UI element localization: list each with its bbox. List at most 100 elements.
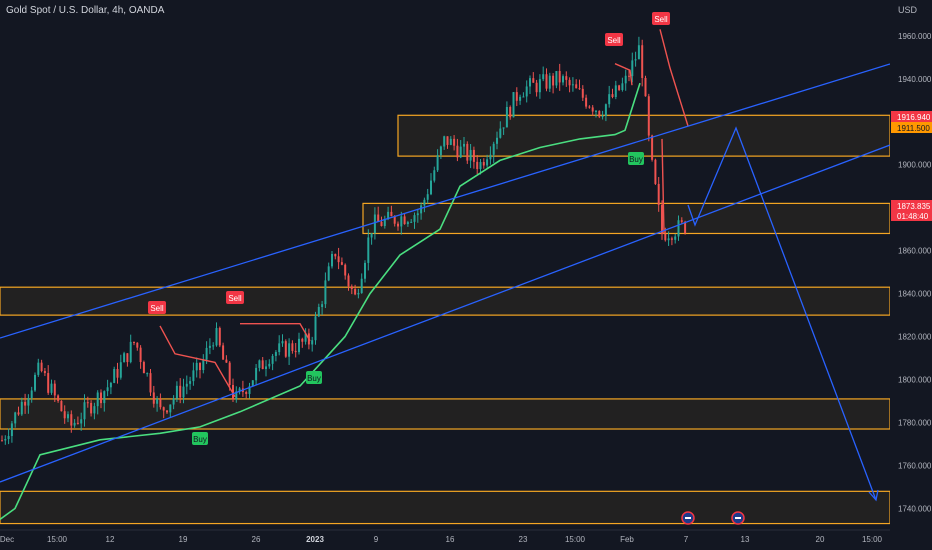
candle-body xyxy=(492,143,495,155)
x-axis[interactable]: Dec 15:00 12 19 26 2023 9 16 23 15:00 Feb 7 13 20 15:0… xyxy=(0,529,890,544)
sell-signal-label: Sell xyxy=(150,304,164,313)
candle-body xyxy=(208,345,211,348)
candle-body xyxy=(568,79,571,86)
candle-body xyxy=(317,307,320,317)
candle-body xyxy=(133,341,135,343)
candle-body xyxy=(255,367,258,381)
candle-body xyxy=(222,345,225,360)
sell-signal-badge xyxy=(605,33,623,46)
candle-body xyxy=(162,407,165,411)
candle-body xyxy=(152,392,155,404)
candle-body xyxy=(364,262,366,279)
candle-body xyxy=(476,161,479,170)
candle-body xyxy=(199,362,201,370)
upper-trendline xyxy=(0,63,891,339)
candle-body xyxy=(433,170,436,181)
candle-body xyxy=(14,412,17,424)
y-tick-label: 1820.000 xyxy=(898,333,932,342)
zone-2 xyxy=(0,286,891,316)
buy-signal-label: Buy xyxy=(629,155,643,164)
us-event-flag-icon-stripe xyxy=(735,517,741,519)
candle-body xyxy=(525,86,528,97)
candle-body xyxy=(76,422,79,424)
candle-body xyxy=(439,146,442,156)
candle-body xyxy=(146,373,149,375)
price-tag-label: 01:48:40 xyxy=(897,212,929,221)
y-tick-label: 1940.000 xyxy=(898,75,932,84)
sell-signal-badge xyxy=(652,12,670,25)
candle-body xyxy=(284,341,287,357)
candle-body xyxy=(60,400,63,412)
supertrend-up-line xyxy=(0,82,641,520)
price-tag-label: 1916.940 xyxy=(897,113,931,122)
candle-body xyxy=(667,238,670,241)
supertrend-layer xyxy=(0,29,689,520)
candle-body xyxy=(189,381,192,384)
candle-body xyxy=(423,199,426,206)
candle-body xyxy=(466,143,469,161)
candle-body xyxy=(311,340,314,345)
candle-body xyxy=(387,211,390,219)
candle-body xyxy=(136,342,139,348)
candle-body xyxy=(624,75,627,84)
buy-signal-label: Buy xyxy=(193,435,207,444)
candle-body xyxy=(182,386,185,398)
y-tick-label: 1840.000 xyxy=(898,290,932,299)
candle-body xyxy=(558,71,561,83)
y-tick-label: 1900.000 xyxy=(898,161,932,170)
candle-body xyxy=(354,289,357,295)
lower-trendline xyxy=(0,144,891,483)
candle-body xyxy=(670,238,673,240)
candle-body xyxy=(611,94,614,97)
candle-body xyxy=(522,96,525,98)
candle-body xyxy=(489,154,492,160)
price-tag xyxy=(891,111,932,122)
event-markers[interactable] xyxy=(681,511,745,525)
candle-body xyxy=(47,373,50,393)
candle-body xyxy=(129,341,132,363)
candle-body xyxy=(20,401,23,415)
candle-body xyxy=(258,360,261,368)
candle-body xyxy=(446,136,449,145)
candle-body xyxy=(637,45,640,60)
candle-body xyxy=(304,333,307,342)
candle-body xyxy=(218,327,221,346)
projection-path xyxy=(687,126,877,501)
x-tick-label: Dec xyxy=(0,535,14,544)
candle-body xyxy=(571,84,574,86)
candle-body xyxy=(684,221,687,234)
candle-body xyxy=(496,137,498,144)
signals-layer: Sell Sell Sell Sell Buy Buy Buy xyxy=(148,12,670,445)
candle-body xyxy=(499,128,502,138)
y-axis[interactable]: 1740.000 1760.000 1780.000 1800.000 1820.000… xyxy=(890,0,932,550)
candle-body xyxy=(509,107,512,118)
candle-body xyxy=(109,382,112,388)
candle-body xyxy=(172,398,175,405)
candle-body xyxy=(294,350,297,353)
candle-body xyxy=(535,82,538,93)
candle-body xyxy=(347,275,350,287)
candle-body xyxy=(100,392,102,404)
x-tick-label: 15:00 xyxy=(47,535,68,544)
projection-arrowhead xyxy=(868,489,879,502)
candle-body xyxy=(1,440,3,442)
us-event-flag-icon-stripe xyxy=(685,517,691,519)
candle-body xyxy=(628,75,630,77)
candle-body xyxy=(126,353,129,363)
zone-1 xyxy=(362,202,891,235)
y-tick-label: 1960.000 xyxy=(898,32,932,41)
candle-body xyxy=(542,74,545,80)
candle-body xyxy=(57,395,60,401)
candle-body xyxy=(614,85,617,98)
candle-body xyxy=(512,92,515,118)
candle-body xyxy=(562,76,564,83)
candle-body xyxy=(406,222,409,225)
candle-body xyxy=(608,94,611,105)
candle-body xyxy=(383,218,386,227)
candle-body xyxy=(53,383,56,396)
candle-body xyxy=(238,388,241,392)
supertrend-down-line xyxy=(159,325,236,398)
